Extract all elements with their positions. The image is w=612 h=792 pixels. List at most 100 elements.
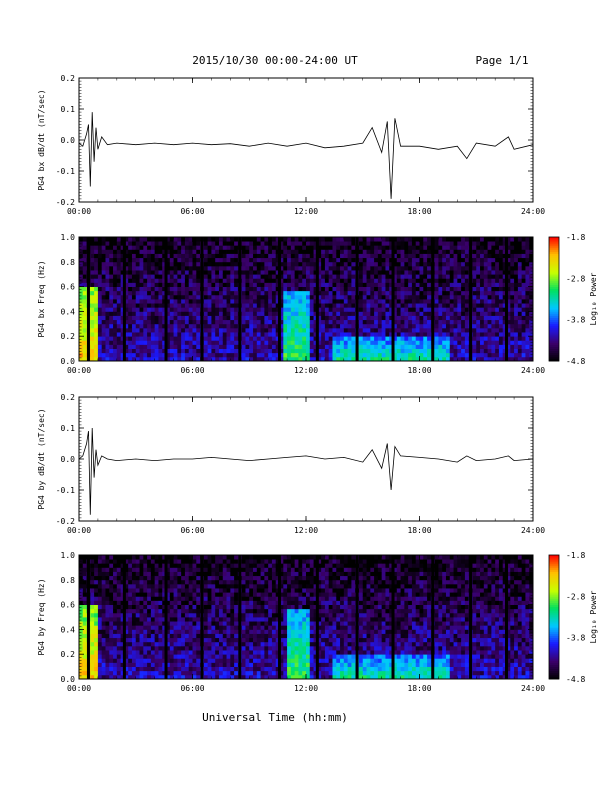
spectrogram-cell [230, 315, 235, 321]
spectrogram-cell [188, 307, 193, 312]
spectrogram-cell [101, 571, 106, 577]
spectrogram-cell [510, 274, 515, 279]
spectrogram-cell [510, 249, 515, 254]
spectrogram-cell [158, 344, 163, 349]
spectrogram-cell [147, 600, 152, 605]
spectrogram-cell [442, 336, 447, 341]
spectrogram-cell [294, 336, 299, 341]
spectrogram-cell [408, 311, 413, 316]
spectrogram-cell [79, 666, 84, 672]
spectrogram-cell [449, 315, 454, 321]
y-axis-label: PG4 by dB/dt (nT/sec) [37, 408, 46, 509]
spectrogram-cell [427, 315, 432, 321]
spectrogram-cell [139, 625, 144, 630]
spectrogram-cell [245, 270, 250, 275]
spectrogram-cell [249, 340, 254, 345]
spectrogram-cell [120, 270, 125, 275]
spectrogram-cell [82, 579, 87, 585]
spectrogram-cell [218, 348, 224, 354]
spectrogram-cell [442, 294, 447, 300]
spectrogram-cell [90, 666, 95, 672]
spectrogram-cell [101, 274, 106, 279]
spectrogram-cell [340, 290, 345, 296]
spectrogram-cell [328, 265, 333, 271]
spectrogram-cell [97, 249, 103, 254]
spectrogram-cell [328, 319, 333, 325]
spectrogram-cell [438, 315, 443, 321]
spectrogram-cell [90, 249, 95, 254]
spectrogram-cell [79, 575, 84, 581]
spectrogram-cell [423, 294, 428, 300]
spectrogram-cell [377, 270, 383, 275]
spectrogram-cell [506, 323, 511, 329]
spectrogram-cell [377, 299, 383, 304]
spectrogram-cell [381, 344, 386, 349]
spectrogram-cell [113, 617, 118, 622]
spectrogram-cell [105, 237, 110, 242]
spectrogram-cell [135, 575, 140, 581]
spectrogram-cell [249, 332, 254, 337]
spectrogram-cell [101, 323, 106, 329]
spectrogram-cell [211, 315, 216, 321]
spectrogram-cell [215, 315, 220, 321]
colorbar-swatch [549, 334, 559, 337]
spectrogram-cell [279, 286, 284, 292]
spectrogram-cell [177, 670, 182, 676]
spectrogram-cell [487, 282, 492, 287]
spectrogram-cell [506, 344, 511, 349]
spectrogram-cell [181, 274, 186, 279]
spectrogram-cell [498, 237, 504, 242]
spectrogram-cell [275, 348, 280, 354]
spectrogram-cell [135, 645, 140, 651]
spectrogram-cell [226, 278, 231, 283]
spectrogram-cell [404, 340, 409, 345]
spectrogram-cell [82, 340, 87, 345]
data-gap [505, 237, 509, 361]
spectrogram-cell [109, 257, 114, 263]
spectrogram-cell [461, 294, 466, 300]
spectrogram-cell [525, 290, 530, 296]
spectrogram-cell [445, 286, 451, 292]
spectrogram-cell [461, 340, 466, 345]
spectrogram-cell [336, 270, 341, 275]
spectrogram-cell [260, 332, 265, 337]
spectrogram-cell [154, 654, 159, 659]
spectrogram-cell [105, 579, 110, 585]
spectrogram-cell [94, 645, 99, 651]
spectrogram-cell [101, 612, 106, 618]
spectrogram-cell [120, 245, 125, 250]
spectrogram-cell [181, 270, 186, 275]
spectrogram-cell [506, 241, 511, 246]
spectrogram-cell [461, 348, 466, 354]
spectrogram-cell [147, 654, 152, 659]
spectrogram-cell [109, 604, 114, 610]
spectrogram-cell [423, 352, 428, 358]
spectrogram-cell [82, 348, 87, 354]
spectrogram-cell [411, 348, 417, 354]
spectrogram-cell [109, 583, 114, 589]
spectrogram-cell [120, 563, 125, 568]
spectrogram-cell [105, 588, 110, 593]
spectrogram-cell [105, 567, 110, 572]
spectrogram-cell [101, 315, 106, 321]
spectrogram-cell [358, 241, 364, 246]
spectrogram-cell [457, 257, 462, 263]
spectrogram-cell [271, 257, 277, 263]
spectrogram-cell [97, 608, 103, 614]
spectrogram-cell [253, 315, 258, 321]
spectrogram-cell [340, 327, 345, 333]
spectrogram-cell [502, 294, 507, 300]
spectrogram-cell [147, 650, 152, 655]
spectrogram-cell [173, 249, 178, 254]
spectrogram-cell [128, 579, 133, 585]
spectrogram-cell [374, 340, 379, 345]
spectrogram-cell [268, 270, 273, 275]
spectrogram-cell [415, 307, 420, 312]
spectrogram-cell [256, 307, 261, 312]
spectrogram-cell [215, 237, 220, 242]
spectrogram-cell [283, 237, 288, 242]
spectrogram-cell [120, 608, 125, 614]
spectrogram-cell [480, 270, 485, 275]
spectrogram-cell [476, 340, 481, 345]
spectrogram-cell [321, 270, 326, 275]
